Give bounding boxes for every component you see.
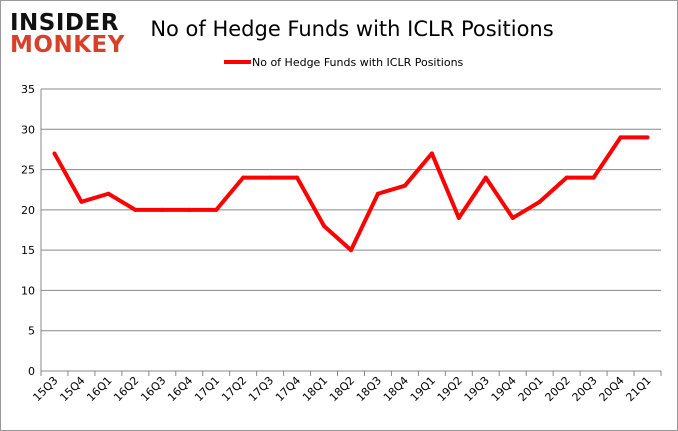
chart-title: No of Hedge Funds with ICLR Positions xyxy=(150,17,553,41)
data-point xyxy=(79,199,84,204)
data-point xyxy=(456,215,461,220)
data-point xyxy=(591,175,596,180)
logo-line2: MONKEY xyxy=(10,32,125,58)
data-point xyxy=(241,175,246,180)
y-tick-label: 10 xyxy=(21,284,35,297)
data-point xyxy=(160,207,165,212)
data-point xyxy=(429,151,434,156)
data-point xyxy=(510,215,515,220)
data-point xyxy=(133,207,138,212)
logo-line1: INSIDER xyxy=(10,10,119,36)
data-point xyxy=(483,175,488,180)
data-point xyxy=(349,248,353,253)
data-point xyxy=(537,199,542,204)
legend-label: No of Hedge Funds with ICLR Positions xyxy=(252,56,464,69)
data-point xyxy=(645,135,650,140)
y-tick-label: 25 xyxy=(21,164,35,177)
data-point xyxy=(564,175,569,180)
data-point xyxy=(402,183,407,188)
y-tick-label: 0 xyxy=(28,365,35,378)
y-tick-label: 5 xyxy=(28,325,35,338)
y-tick-label: 30 xyxy=(21,123,35,136)
y-tick-label: 15 xyxy=(21,244,35,257)
data-point xyxy=(322,223,327,228)
y-tick-label: 35 xyxy=(21,83,35,96)
data-point xyxy=(52,151,57,156)
logo: INSIDER MONKEY xyxy=(10,10,125,58)
data-point xyxy=(268,175,273,180)
data-point xyxy=(214,207,219,212)
legend: No of Hedge Funds with ICLR Positions xyxy=(224,56,464,69)
data-point xyxy=(375,191,380,196)
data-point xyxy=(187,207,192,212)
data-point xyxy=(106,191,111,196)
data-point xyxy=(295,175,300,180)
data-point xyxy=(618,135,623,140)
y-tick-label: 20 xyxy=(21,204,35,217)
